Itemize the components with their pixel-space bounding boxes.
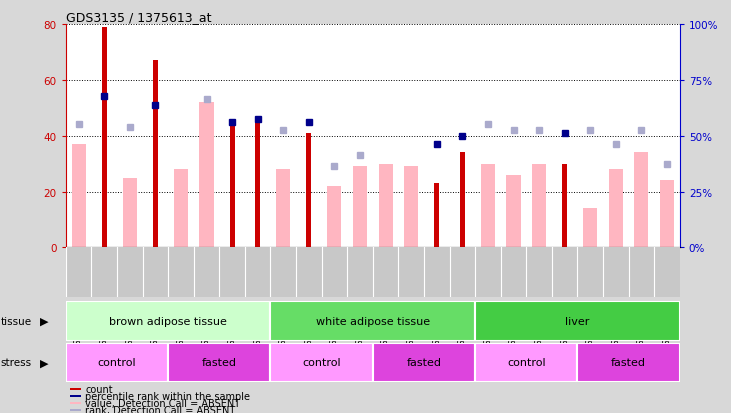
Text: GDS3135 / 1375613_at: GDS3135 / 1375613_at xyxy=(66,11,211,24)
Bar xyxy=(577,343,680,382)
Text: tissue: tissue xyxy=(1,316,32,326)
Text: fasted: fasted xyxy=(406,357,442,368)
Bar xyxy=(404,167,418,248)
Text: fasted: fasted xyxy=(202,357,237,368)
Text: count: count xyxy=(85,385,113,394)
Bar xyxy=(373,343,475,382)
Text: control: control xyxy=(303,357,341,368)
Bar xyxy=(379,164,393,248)
Bar xyxy=(306,133,311,248)
Bar xyxy=(255,120,260,248)
Bar xyxy=(70,409,81,411)
Text: value, Detection Call = ABSENT: value, Detection Call = ABSENT xyxy=(85,398,240,408)
Bar xyxy=(72,145,86,248)
Text: stress: stress xyxy=(1,358,32,368)
Bar xyxy=(174,170,188,248)
Bar xyxy=(583,209,597,248)
Text: liver: liver xyxy=(565,316,590,326)
Bar xyxy=(532,164,546,248)
Text: ▶: ▶ xyxy=(40,316,49,326)
Bar xyxy=(635,153,648,248)
Bar xyxy=(434,184,439,248)
Bar xyxy=(562,164,567,248)
Text: percentile rank within the sample: percentile rank within the sample xyxy=(85,391,250,401)
Bar xyxy=(660,181,674,248)
Text: fasted: fasted xyxy=(611,357,646,368)
Text: white adipose tissue: white adipose tissue xyxy=(316,316,430,326)
Text: control: control xyxy=(507,357,545,368)
Bar xyxy=(475,343,577,382)
Bar xyxy=(70,395,81,397)
Bar xyxy=(276,170,290,248)
Bar xyxy=(327,187,341,248)
Bar xyxy=(168,343,270,382)
Bar xyxy=(507,175,520,248)
Bar xyxy=(475,301,680,341)
Bar xyxy=(460,153,465,248)
Bar xyxy=(70,389,81,390)
Text: control: control xyxy=(98,357,136,368)
Bar xyxy=(102,28,107,248)
Bar xyxy=(66,301,270,341)
Bar xyxy=(270,343,373,382)
Bar xyxy=(270,301,475,341)
Text: ▶: ▶ xyxy=(40,358,49,368)
Bar xyxy=(353,167,367,248)
Bar xyxy=(66,343,168,382)
Bar xyxy=(123,178,137,248)
Bar xyxy=(200,103,213,248)
Bar xyxy=(153,61,158,248)
Text: rank, Detection Call = ABSENT: rank, Detection Call = ABSENT xyxy=(85,405,235,413)
Bar xyxy=(70,402,81,404)
Bar xyxy=(481,164,495,248)
Text: brown adipose tissue: brown adipose tissue xyxy=(109,316,227,326)
Bar xyxy=(230,122,235,248)
Bar xyxy=(609,170,623,248)
